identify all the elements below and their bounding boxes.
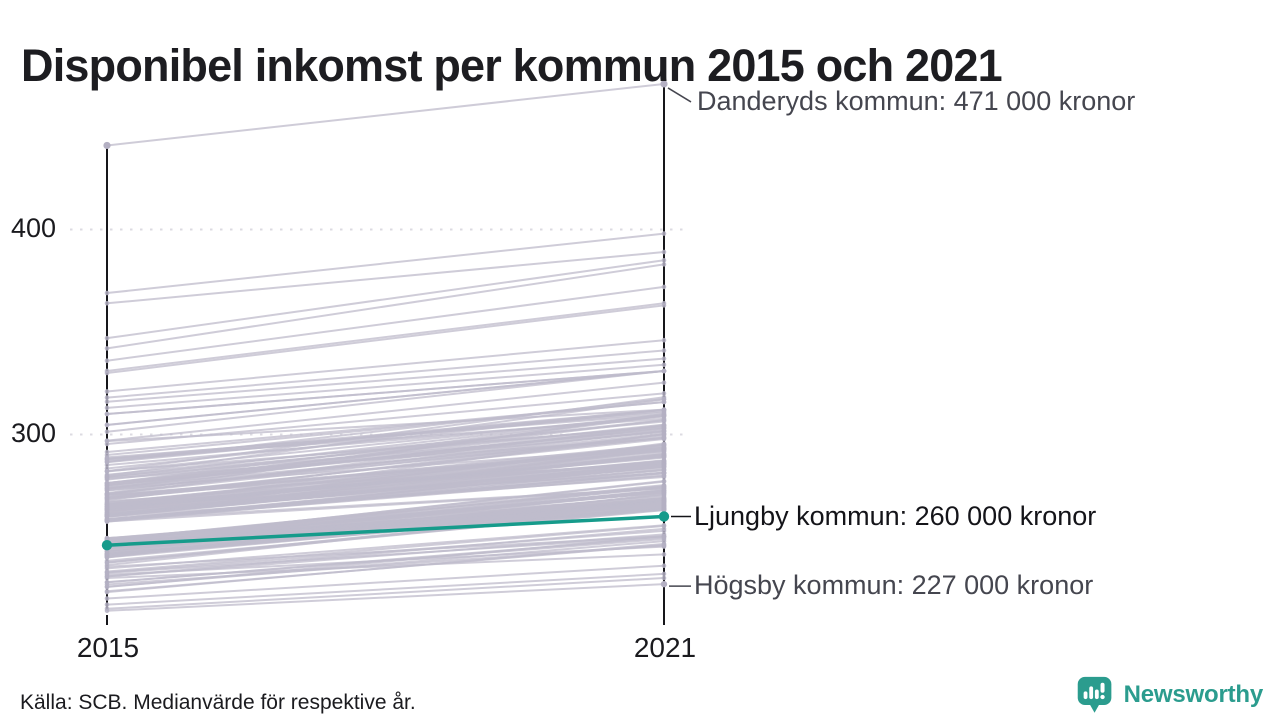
y-axis-tick-400: 400: [10, 213, 56, 243]
x-axis-label-2015: 2015: [76, 632, 140, 663]
x-axis-label-2021: 2021: [633, 632, 697, 663]
newsworthy-logo-text: Newsworthy: [1123, 681, 1264, 708]
y-axis-tick-300: 300: [10, 418, 56, 448]
annotation-danderyd: Danderyds kommun: 471 000 kronor: [697, 86, 1136, 116]
page-title: Disponibel inkomst per kommun 2015 och 2…: [21, 40, 1003, 92]
annotation-hogsby: Högsby kommun: 227 000 kronor: [694, 570, 1094, 600]
newsworthy-speech-bubble-bar-chart-icon: [1077, 676, 1111, 713]
source-note: Källa: SCB. Medianvärde för respektive å…: [20, 691, 416, 714]
annotation-ljungby: Ljungby kommun: 260 000 kronor: [694, 501, 1097, 531]
newsworthy-logo: Newsworthy: [1075, 674, 1263, 716]
